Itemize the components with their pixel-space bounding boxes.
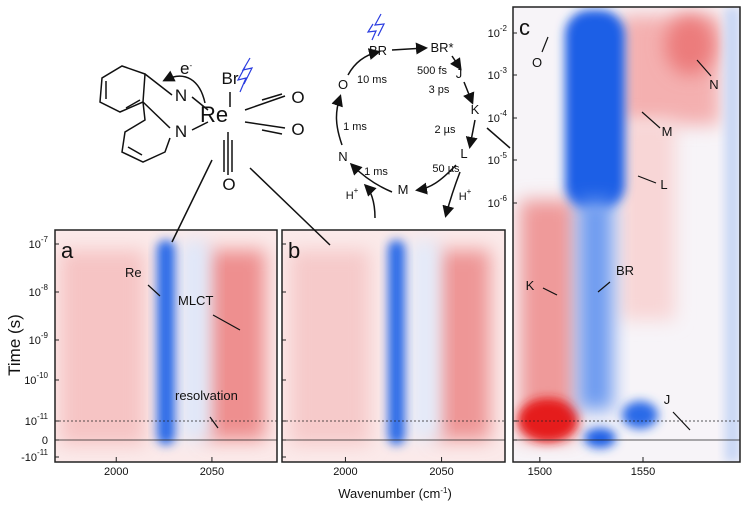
- x-tick-label: 2000: [333, 466, 357, 478]
- frames: [54, 6, 741, 463]
- annotation: J: [664, 392, 671, 407]
- state: K: [471, 102, 480, 117]
- y-tick-label-sup: -7: [41, 235, 49, 244]
- state: BR: [369, 43, 387, 58]
- y-tick-label-base: 10: [488, 113, 500, 125]
- x-title-base: Wavenumber (cm: [338, 486, 440, 501]
- electron: e-: [180, 59, 192, 78]
- annotation: MLCT: [178, 293, 213, 308]
- y-tick-label-sup: -3: [500, 66, 508, 75]
- annotation: BR: [616, 263, 634, 278]
- y-tick-label-sup: -8: [41, 283, 49, 292]
- y-tick-label-base: 10: [25, 416, 37, 428]
- x-title-close: ): [447, 486, 451, 501]
- panel-label: a: [61, 238, 74, 263]
- heatmap-c: [513, 7, 740, 462]
- annotation: resolvation: [175, 388, 238, 403]
- y-tick-label-sup: -9: [41, 331, 49, 340]
- proton-base: H: [459, 191, 467, 203]
- y-tick-label: 10-10: [24, 371, 48, 387]
- atom: O: [291, 120, 304, 139]
- y-tick-label: 10-2: [488, 24, 508, 40]
- y-tick-label: 10-8: [29, 283, 49, 299]
- y-tick-label: 10-7: [29, 235, 49, 251]
- y-tick-label: 10-11: [25, 412, 49, 428]
- state: BR*: [430, 40, 453, 55]
- y-tick-label-sup: -11: [37, 448, 49, 457]
- proton-sup: +: [467, 187, 472, 196]
- y-tick-label: 10-9: [29, 331, 49, 347]
- molecule: [99, 57, 286, 175]
- y-tick-label-sup: -4: [500, 109, 508, 118]
- time-label: 1 ms: [364, 166, 388, 178]
- electron-sup: -: [189, 61, 192, 70]
- atom: Br: [222, 69, 239, 88]
- y-tick-label-base: 10: [488, 155, 500, 167]
- y-tick-label: 10-3: [488, 66, 508, 82]
- state: M: [398, 182, 409, 197]
- x-tick-label: 1500: [528, 466, 552, 478]
- electron-base: e: [180, 59, 189, 78]
- time-label: 1 ms: [343, 121, 367, 133]
- atom: Re: [200, 102, 228, 127]
- y-tick-label-base: 10: [488, 198, 500, 210]
- y-tick-label: 0: [42, 435, 48, 447]
- y-tick-label-sup: -10: [36, 371, 48, 380]
- annotation: O: [532, 55, 542, 70]
- atom: N: [175, 86, 187, 105]
- proton-base: H: [346, 190, 354, 202]
- heatmap-a: [55, 230, 277, 462]
- atom: N: [175, 122, 187, 141]
- y-tick-label-sup: -11: [37, 412, 49, 421]
- x-tick-label: 2050: [200, 466, 224, 478]
- proton: H+: [459, 187, 472, 203]
- y-tick-label: -10-11: [21, 448, 48, 464]
- time-label: 500 fs: [417, 65, 447, 77]
- y-tick-label-base: 10: [24, 375, 36, 387]
- time-label: 10 ms: [357, 74, 387, 86]
- y-tick-label-base: 10: [29, 239, 41, 251]
- y-tick-label: 10-5: [488, 151, 508, 167]
- y-tick-label-base: 10: [29, 287, 41, 299]
- y-tick-label: 10-6: [488, 194, 508, 210]
- x-tick-label: 2050: [429, 466, 453, 478]
- proton: H+: [346, 186, 359, 202]
- y-tick-label-base: 10: [488, 28, 500, 40]
- y-tick-label-sup: -2: [500, 24, 508, 33]
- heatmap-b: [282, 230, 505, 462]
- y-axis-title: Time (s): [5, 314, 24, 376]
- y-tick-label-base: 0: [42, 435, 48, 447]
- y-tick-label-base: 10: [29, 335, 41, 347]
- reference-lines: [55, 420, 740, 441]
- proton-sup: +: [354, 186, 359, 195]
- time-label: 50 µs: [432, 163, 460, 175]
- annotation: K: [526, 278, 535, 293]
- atom: O: [291, 88, 304, 107]
- y-tick-label-sup: -6: [500, 194, 508, 203]
- y-tick-label-base: 10: [488, 70, 500, 82]
- x-tick-label: 1550: [631, 466, 655, 478]
- state: J: [456, 66, 463, 81]
- photocycle-arrows: [171, 13, 511, 246]
- x-tick-label: 2000: [104, 466, 128, 478]
- state: N: [338, 149, 347, 164]
- annotation: N: [709, 77, 718, 92]
- annotation: L: [660, 177, 667, 192]
- annotation-lines: [147, 36, 712, 431]
- panel-label: b: [288, 238, 300, 263]
- time-label: 3 ps: [429, 84, 450, 96]
- atom: O: [222, 175, 235, 194]
- annotation: Re: [125, 265, 142, 280]
- annotation: M: [662, 124, 673, 139]
- state: O: [338, 77, 348, 92]
- x-title-sup: -1: [440, 486, 448, 495]
- y-tick-label: 10-4: [488, 109, 508, 125]
- y-tick-label-sup: -5: [500, 151, 508, 160]
- panel-label: c: [519, 15, 530, 40]
- y-tick-label-base: -10: [21, 452, 37, 464]
- time-label: 2 µs: [434, 124, 456, 136]
- x-axis-title: Wavenumber (cm-1): [338, 486, 452, 501]
- state: L: [460, 146, 467, 161]
